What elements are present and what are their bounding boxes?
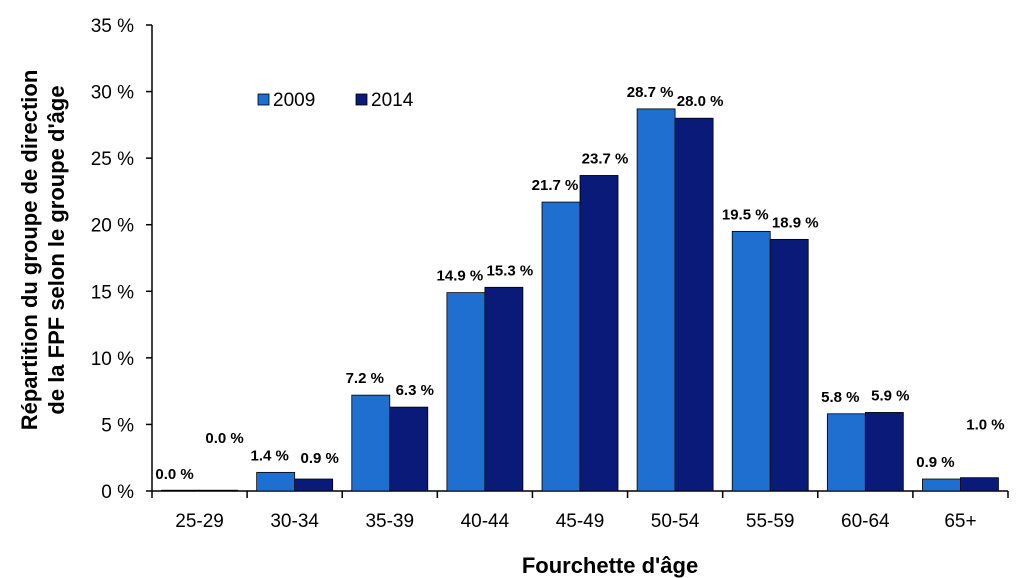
- x-tick-label: 55-59: [746, 511, 795, 532]
- bar-2014-60-64: [864, 412, 904, 492]
- data-label-2009-45-49: 21.7 %: [532, 177, 579, 194]
- y-axis-title-line: Répartition du groupe de direction: [17, 70, 42, 431]
- bar-2009-55-59: [731, 230, 771, 492]
- data-label-2009-40-44: 14.9 %: [437, 268, 484, 285]
- x-tick-label: 40-44: [461, 511, 510, 532]
- data-label-2009-60-64: 5.8 %: [821, 389, 859, 406]
- bar-2014-35-39: [389, 406, 429, 492]
- y-tick-label: 20 %: [91, 216, 134, 237]
- y-tick-label: 0 %: [101, 482, 134, 503]
- data-labels: 0.0 % 0.0 % 1.4 % 0.9 % 7.2 % 6.3 % 14.9 % 15.3…: [155, 84, 1004, 483]
- bar-2009-40-44: [446, 292, 486, 492]
- bar-2014-55-59: [769, 238, 809, 492]
- x-axis-title: Fourchette d'âge: [522, 553, 698, 578]
- bar-2009-50-54: [636, 108, 676, 492]
- y-tick-label: 10 %: [91, 349, 134, 370]
- bar-2009-45-49: [541, 201, 581, 492]
- legend: 2009 2014: [257, 90, 414, 111]
- bars: [161, 108, 999, 492]
- data-label-2014-45-49: 23.7 %: [582, 150, 629, 167]
- x-tick-label: 30-34: [270, 511, 319, 532]
- x-tick-label: 45-49: [556, 511, 605, 532]
- y-tick-label: 15 %: [91, 282, 134, 303]
- x-tick-label: 50-54: [651, 511, 700, 532]
- y-tick-label: 30 %: [91, 83, 134, 104]
- data-label-2009-65+: 0.9 %: [916, 454, 954, 471]
- x-axis: 25-29 30-34 35-39 40-44 45-49 50-54 55-59 60-64…: [151, 490, 1009, 532]
- x-tick-label: 65+: [944, 511, 976, 532]
- bar-2014-25-29: [199, 489, 238, 492]
- bar-2009-30-34: [256, 471, 296, 492]
- bar-2009-25-29: [161, 489, 200, 492]
- x-tick-label: 25-29: [175, 511, 224, 532]
- data-label-2014-25-29: 0.0 %: [205, 430, 243, 447]
- y-axis: 0 % 5 % 10 % 15 % 20 % 25 % 30 % 35 %: [91, 16, 153, 503]
- data-label-2009-30-34: 1.4 %: [250, 447, 288, 464]
- bar-2014-40-44: [484, 286, 524, 492]
- x-tick-label: 35-39: [365, 511, 414, 532]
- y-tick-label: 25 %: [91, 149, 134, 170]
- legend-swatch-2014: [355, 93, 368, 106]
- data-label-2009-35-39: 7.2 %: [346, 370, 384, 387]
- bar-2009-60-64: [826, 413, 866, 492]
- data-label-2014-55-59: 18.9 %: [772, 214, 819, 231]
- data-label-2014-30-34: 0.9 %: [300, 450, 338, 467]
- x-tick-label: 60-64: [841, 511, 890, 532]
- data-label-2014-35-39: 6.3 %: [396, 382, 434, 399]
- y-tick-label: 5 %: [101, 415, 134, 436]
- legend-label-2009: 2009: [273, 90, 315, 111]
- data-label-2009-55-59: 19.5 %: [722, 206, 769, 223]
- y-tick-label: 35 %: [91, 16, 134, 37]
- bar-2014-45-49: [579, 175, 619, 492]
- legend-label-2014: 2014: [371, 90, 414, 111]
- data-label-2009-50-54: 28.7 %: [627, 84, 674, 101]
- legend-swatch-2009: [257, 93, 270, 106]
- bar-2014-65+: [960, 477, 999, 492]
- data-label-2014-40-44: 15.3 %: [487, 262, 534, 279]
- y-axis-title-line: de la FPF selon le groupe d'âge: [44, 85, 69, 414]
- y-axis-title: Répartition du groupe de direction de la …: [17, 70, 69, 431]
- data-label-2014-50-54: 28.0 %: [677, 93, 724, 110]
- bar-2009-65+: [922, 478, 961, 492]
- data-label-2014-60-64: 5.9 %: [871, 387, 909, 404]
- bar-2009-35-39: [351, 394, 391, 492]
- data-label-2014-65+: 1.0 %: [966, 417, 1004, 434]
- bar-2014-50-54: [674, 117, 714, 492]
- bar-2014-30-34: [294, 478, 334, 492]
- data-label-2009-25-29: 0.0 %: [155, 466, 193, 483]
